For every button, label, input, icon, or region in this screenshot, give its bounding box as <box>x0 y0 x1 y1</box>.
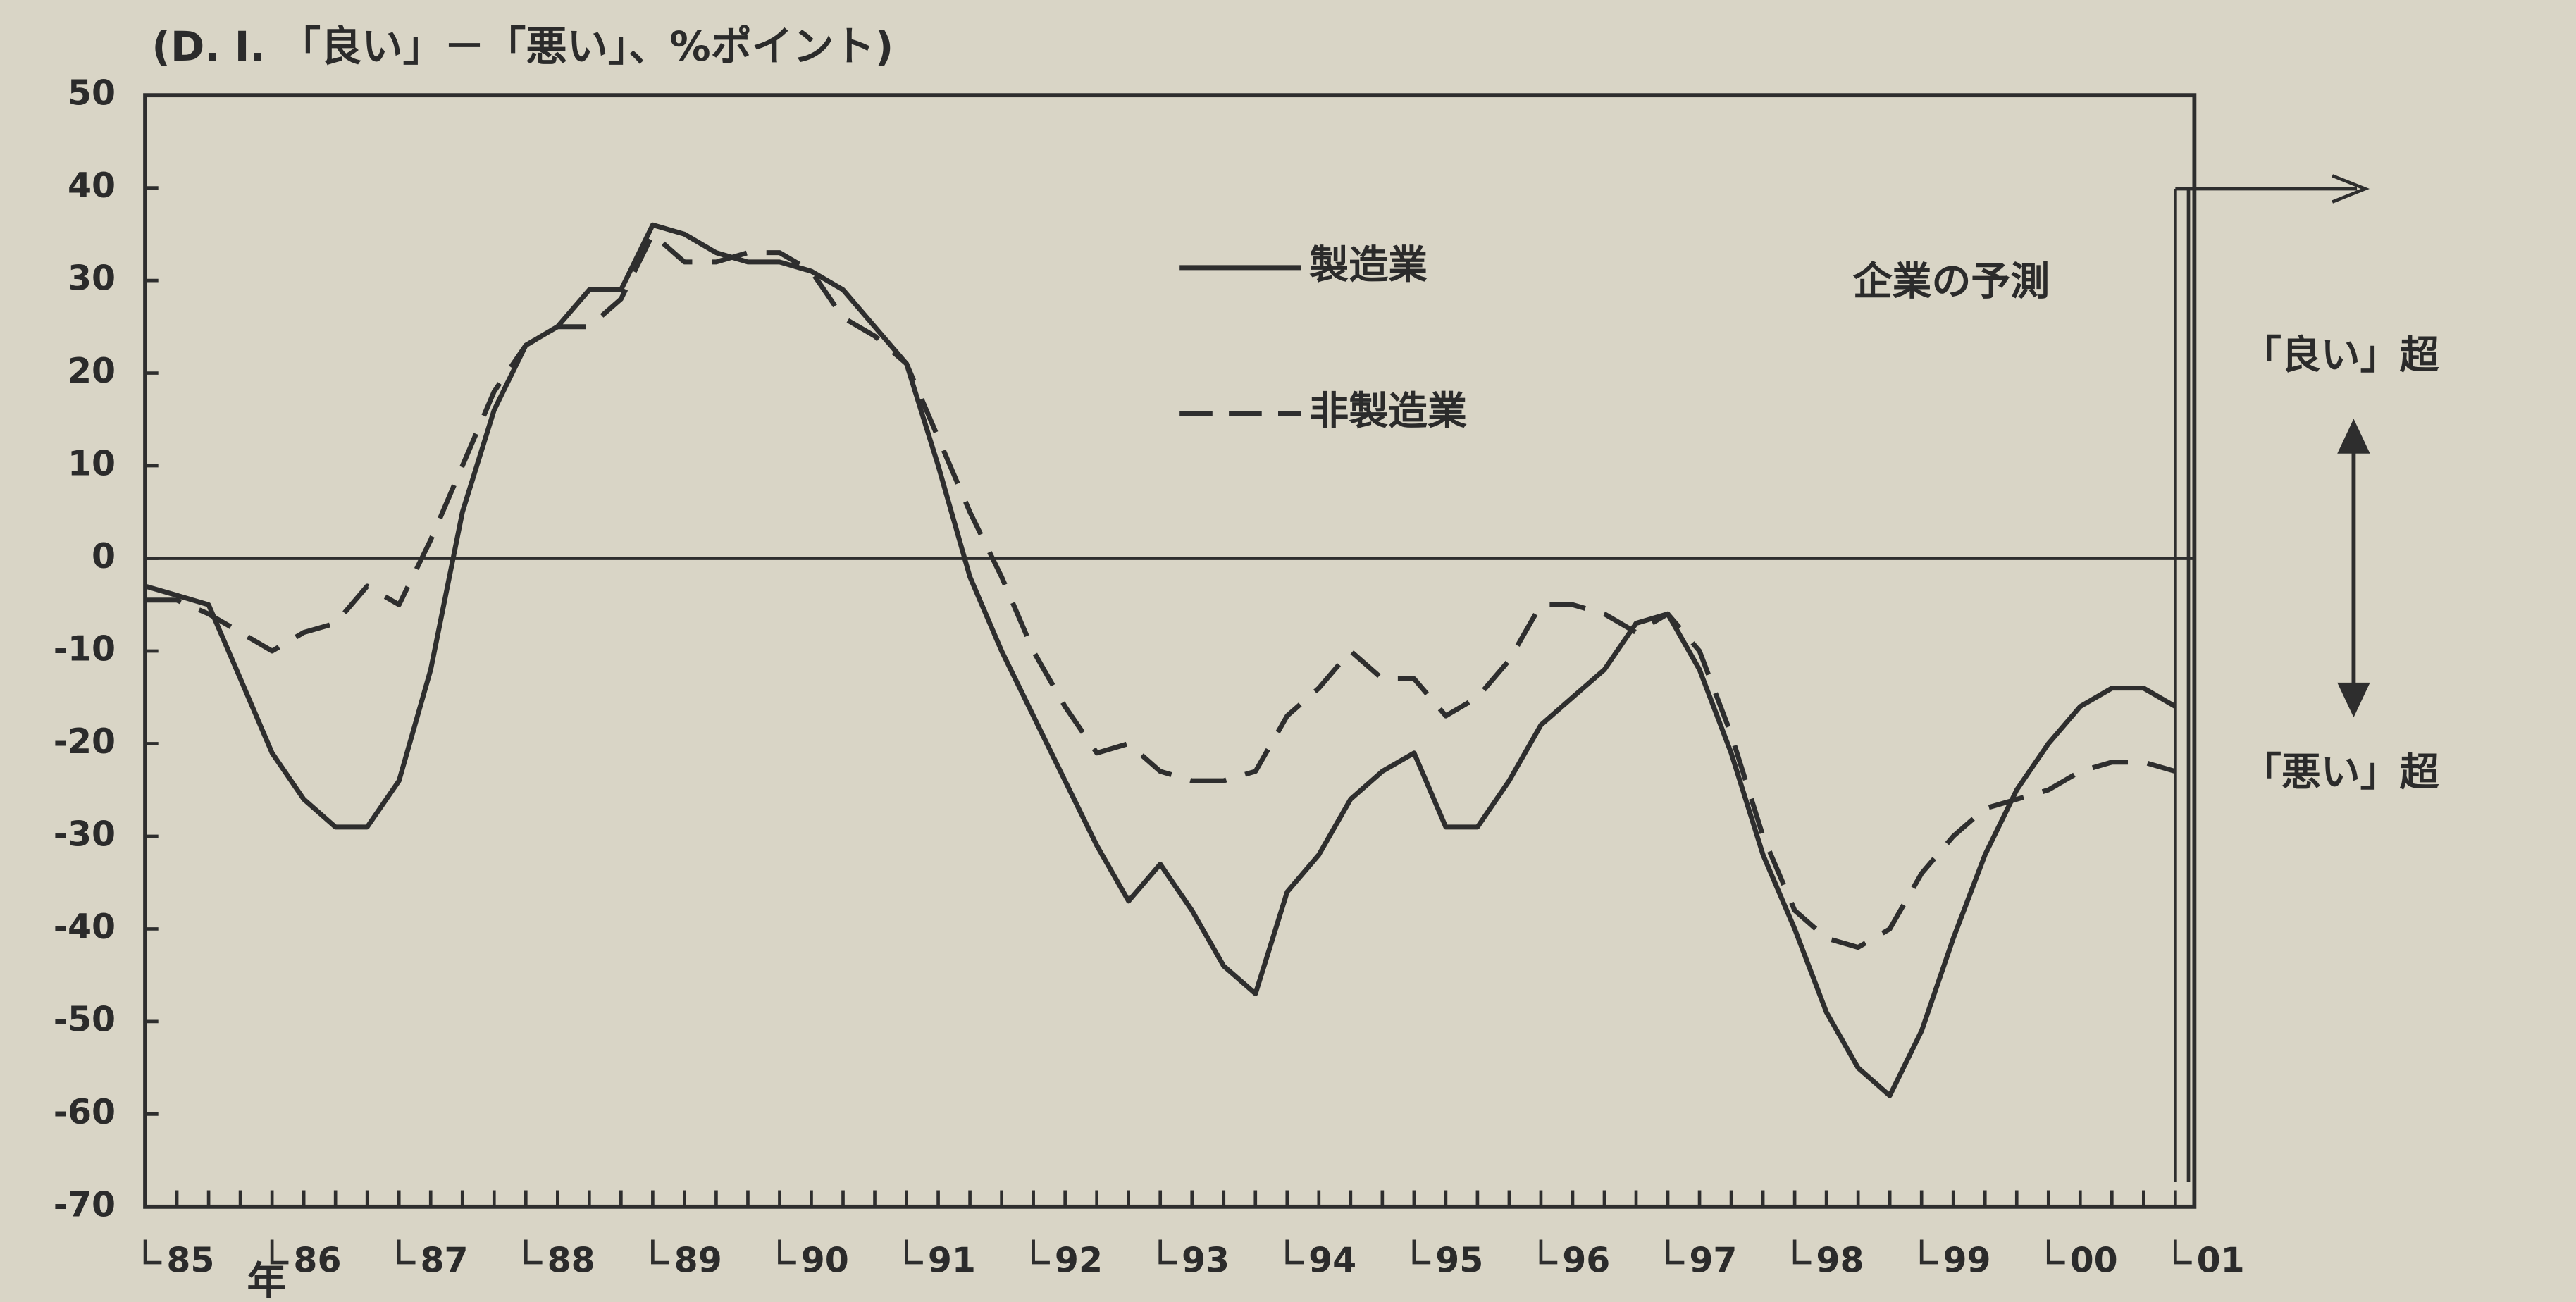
x-tick <box>143 1239 162 1265</box>
good-label: 「良い」超 <box>2242 333 2439 378</box>
legend-label: 非製造業 <box>1309 388 1467 434</box>
y-tick-label: -10 <box>54 628 116 669</box>
x-tick-label: 88 <box>547 1241 595 1281</box>
x-tick <box>651 1239 669 1265</box>
x-tick-label: 90 <box>801 1241 849 1281</box>
x-tick-label: 99 <box>1943 1241 1990 1281</box>
y-tick-label: -60 <box>54 1092 116 1132</box>
x-tick-label: 94 <box>1308 1241 1356 1281</box>
x-tick <box>1792 1239 1812 1265</box>
y-tick-label: 30 <box>68 259 116 299</box>
x-tick <box>1412 1239 1431 1265</box>
x-tick <box>905 1239 923 1265</box>
x-tick-label: 85 <box>166 1241 214 1281</box>
x-tick-label: 93 <box>1182 1241 1230 1281</box>
forecast-label: 企業の予測 <box>1853 259 2050 304</box>
chart-title: (D. I. 「良い」－「悪い」、%ポイント) <box>151 23 893 70</box>
y-tick-label: -70 <box>54 1184 116 1224</box>
y-tick-label: -50 <box>54 999 116 1039</box>
legend-label: 製造業 <box>1309 242 1428 288</box>
y-tick-label: 0 <box>92 536 116 576</box>
forecast-arrowhead <box>2332 174 2370 204</box>
x-tick-label: 97 <box>1689 1241 1737 1281</box>
x-tick <box>2174 1239 2192 1265</box>
x-tick <box>2046 1239 2065 1265</box>
x-axis-label: 年 <box>247 1258 287 1302</box>
x-tick <box>778 1239 796 1265</box>
x-tick <box>1158 1239 1177 1265</box>
y-tick-label: 40 <box>68 166 116 206</box>
x-tick-label: 87 <box>421 1241 469 1281</box>
x-tick-label: 86 <box>293 1241 341 1281</box>
x-tick-label: 01 <box>2197 1241 2245 1281</box>
x-tick-label: 92 <box>1055 1241 1103 1281</box>
x-tick <box>1666 1239 1685 1265</box>
series-line <box>144 222 2177 1098</box>
y-tick-label: 20 <box>68 351 116 391</box>
x-tick <box>1919 1239 1938 1265</box>
good-bad-arrow <box>2337 418 2370 718</box>
x-tick-label: 96 <box>1562 1241 1610 1281</box>
series-line <box>145 231 2176 950</box>
x-tick <box>1285 1239 1304 1265</box>
x-tick-label: 98 <box>1816 1241 1864 1281</box>
y-tick-label: -40 <box>54 907 116 947</box>
x-tick-label: 89 <box>674 1241 722 1281</box>
y-tick-label: -20 <box>54 721 116 762</box>
bad-label: 「悪い」超 <box>2242 750 2439 795</box>
y-tick-label: -30 <box>54 814 116 854</box>
x-tick-label: 95 <box>1435 1241 1483 1281</box>
x-tick <box>524 1239 543 1265</box>
x-tick <box>1032 1239 1050 1265</box>
x-tick-label: 00 <box>2070 1241 2118 1281</box>
y-tick-label: 10 <box>68 444 116 484</box>
x-tick <box>397 1239 416 1265</box>
y-tick-label: 50 <box>68 73 116 113</box>
x-tick-label: 91 <box>928 1241 976 1281</box>
x-tick <box>270 1239 289 1265</box>
x-tick <box>1539 1239 1558 1265</box>
